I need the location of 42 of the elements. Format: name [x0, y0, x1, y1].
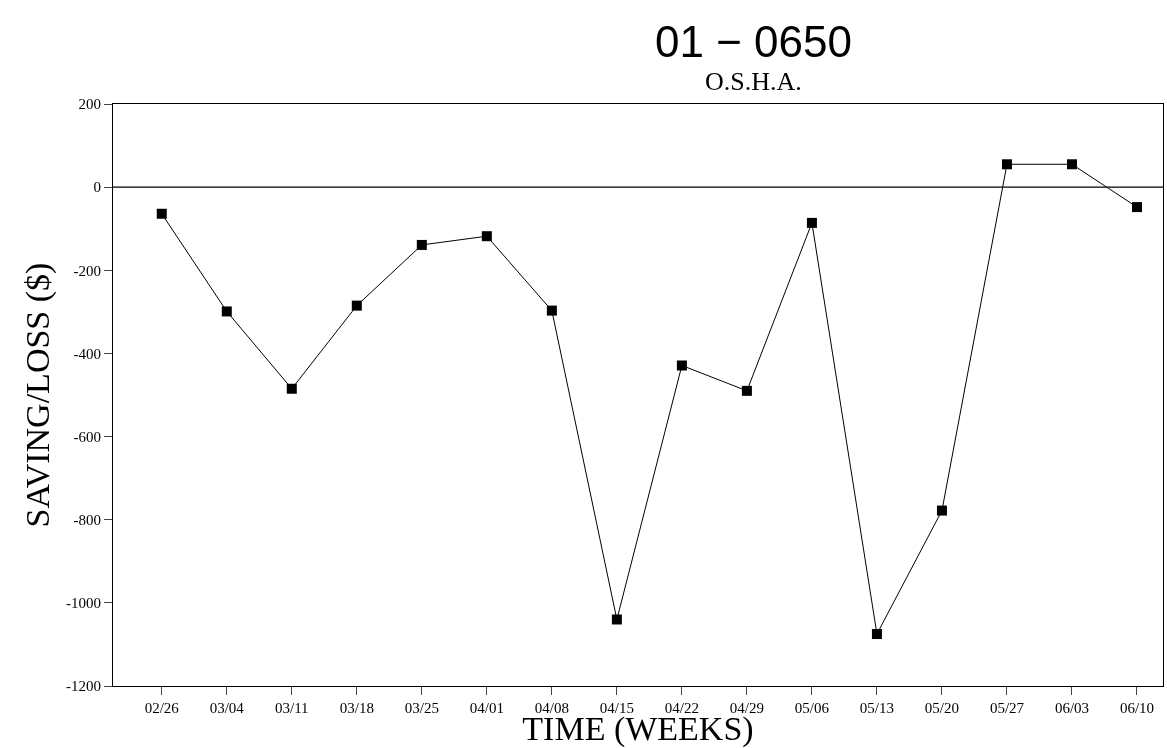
x-tick-label: 05/13 [859, 700, 895, 716]
x-tick-label: 04/01 [469, 700, 504, 716]
point [806, 217, 817, 228]
chart-subtitle: O.S.H.A. [705, 67, 802, 96]
chart-title: 01 − 0650 [655, 17, 852, 66]
point [611, 614, 622, 625]
y-axis-title: SAVING/LOSS ($) [18, 262, 57, 528]
y-tick-label: -200 [73, 262, 101, 279]
point [1066, 159, 1077, 170]
x-tick-label: 03/25 [404, 700, 439, 716]
point [871, 629, 882, 640]
x-tick-label: 02/26 [144, 700, 180, 716]
x-tick-label: 06/10 [1119, 700, 1155, 716]
point [676, 360, 687, 371]
point [221, 306, 232, 317]
y-tick-label: -800 [73, 511, 101, 528]
x-tick-label: 04/15 [599, 700, 634, 716]
point [936, 505, 947, 516]
x-tick-label: 03/18 [339, 700, 374, 716]
point [156, 208, 167, 219]
y-tick-label: -1000 [66, 595, 101, 612]
point [546, 305, 557, 316]
point [1001, 159, 1012, 170]
point [351, 300, 362, 311]
y-tick-label: -600 [73, 428, 101, 445]
y-tick-label: -1200 [66, 678, 101, 695]
y-tick-label: -400 [73, 345, 101, 362]
point [481, 231, 492, 242]
point [741, 385, 752, 396]
point [286, 383, 297, 394]
x-tick-label: 03/11 [274, 700, 309, 716]
x-tick-label: 05/06 [794, 700, 830, 716]
point [1131, 202, 1142, 213]
x-tick-label: 03/04 [209, 700, 245, 716]
y-tick-label: 200 [78, 96, 101, 113]
point [416, 239, 427, 250]
x-tick-label: 06/03 [1054, 700, 1090, 716]
x-tick-label: 05/20 [924, 700, 960, 716]
x-tick-label: 04/22 [664, 700, 699, 716]
x-tick-label: 04/29 [729, 700, 764, 716]
x-tick-label: 05/27 [989, 700, 1025, 716]
y-tick-label: 0 [93, 179, 101, 196]
